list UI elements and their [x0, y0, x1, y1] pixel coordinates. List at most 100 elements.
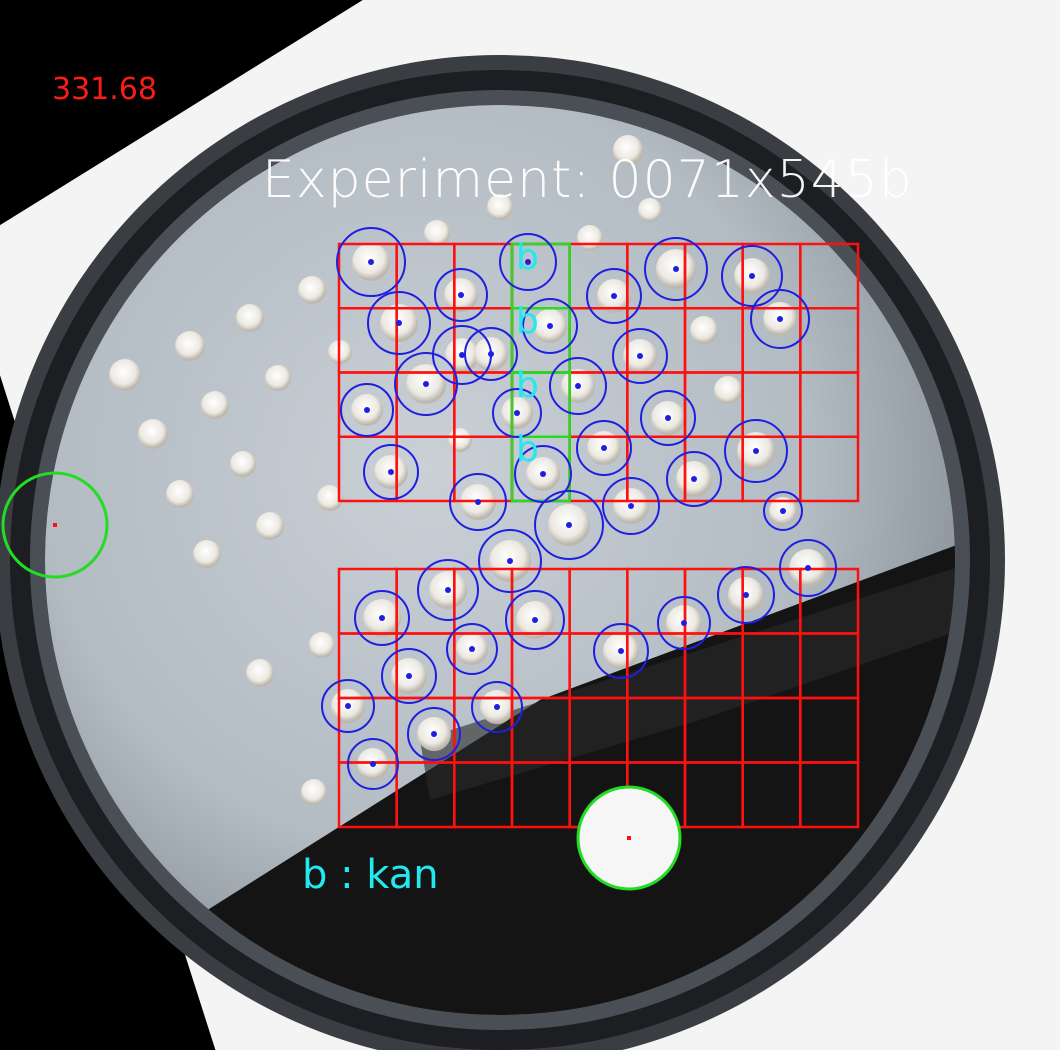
colony-center — [805, 565, 811, 571]
colony — [201, 391, 229, 419]
colony-circle — [381, 648, 437, 704]
colony-center — [753, 448, 759, 454]
colony-center — [611, 293, 617, 299]
colony-center — [396, 320, 402, 326]
colony-center — [749, 273, 755, 279]
colony — [166, 480, 194, 508]
colony-center — [681, 620, 687, 626]
colony-center — [691, 476, 697, 482]
colony — [256, 512, 284, 540]
colony-circles — [321, 227, 837, 790]
colony — [577, 225, 603, 251]
colony-center — [532, 617, 538, 623]
colony-center — [540, 471, 546, 477]
colony-center — [406, 673, 412, 679]
colony — [424, 220, 450, 246]
colony-circle — [394, 352, 458, 416]
colony-circle — [717, 566, 775, 624]
flag-label: b — [516, 429, 539, 470]
colony-center — [780, 508, 786, 514]
colony — [138, 419, 168, 449]
colony-circle — [471, 681, 523, 733]
marker-circle-left — [1, 471, 109, 579]
colony — [638, 198, 662, 222]
colony-center — [445, 587, 451, 593]
colony-circle — [534, 490, 604, 560]
colony-center — [458, 292, 464, 298]
colony-center — [525, 259, 531, 265]
colony-center — [488, 351, 494, 357]
grid-cell — [799, 435, 860, 503]
colony-circle — [779, 539, 837, 597]
colony-circle — [367, 291, 431, 355]
colony-circle — [666, 451, 722, 507]
legend-label: b : kan — [302, 852, 439, 898]
colony-center — [566, 522, 572, 528]
colony-center — [379, 615, 385, 621]
colony-circle — [321, 679, 375, 733]
colony-circle — [576, 420, 632, 476]
colony-circle — [612, 328, 668, 384]
colony-circle — [593, 623, 649, 679]
score-readout: 331.68 — [52, 72, 157, 107]
colony — [690, 316, 718, 344]
colony-center — [431, 731, 437, 737]
colony-center — [475, 499, 481, 505]
colony-circle — [347, 738, 399, 790]
colony — [236, 304, 264, 332]
colony — [109, 359, 141, 391]
colony — [714, 376, 742, 404]
colony-center — [637, 353, 643, 359]
colony-center — [370, 761, 376, 767]
colony-center — [628, 503, 634, 509]
colony-circle — [407, 707, 461, 761]
colony-center — [388, 469, 394, 475]
colony — [298, 276, 326, 304]
colony-circle — [602, 477, 660, 535]
colony-center — [673, 266, 679, 272]
colony-center — [575, 383, 581, 389]
colony-center — [423, 381, 429, 387]
colony-circle — [434, 268, 488, 322]
colony-center — [459, 352, 465, 358]
colony-circle — [724, 419, 788, 483]
colony-circle — [340, 383, 394, 437]
colony — [246, 659, 274, 687]
colony-circle — [522, 298, 578, 354]
colony-center — [494, 704, 500, 710]
colony-circle — [499, 233, 557, 291]
colony-center — [364, 407, 370, 413]
colony — [175, 331, 205, 361]
colony-center — [777, 316, 783, 322]
colony — [487, 194, 513, 220]
experiment-title: Experiment: 0071x545b — [262, 150, 913, 210]
colony-circle — [549, 357, 607, 415]
colony-circle — [721, 245, 783, 307]
colony-circle — [449, 473, 507, 531]
colony — [448, 428, 472, 452]
colony — [301, 779, 327, 805]
colony-center — [345, 703, 351, 709]
colony-center — [743, 592, 749, 598]
colony-center — [368, 259, 374, 265]
colony-center — [601, 445, 607, 451]
colony-center — [618, 648, 624, 654]
colony-circle — [505, 590, 565, 650]
colony — [613, 135, 643, 165]
colony-circle — [586, 268, 642, 324]
colony-center — [665, 415, 671, 421]
colony-circle — [492, 388, 542, 438]
flag-label: b — [516, 301, 539, 342]
colony-circle — [478, 529, 542, 593]
colony-circle — [644, 237, 708, 301]
flag-label: b — [516, 365, 539, 406]
flag-label: b — [516, 237, 539, 278]
colony-circle — [446, 623, 498, 675]
colony-circle — [417, 559, 479, 621]
colony — [230, 451, 256, 477]
colony — [309, 632, 335, 658]
colony — [317, 485, 343, 511]
colony-center — [547, 323, 553, 329]
colony-circle — [640, 390, 696, 446]
colony-circle — [363, 444, 419, 500]
